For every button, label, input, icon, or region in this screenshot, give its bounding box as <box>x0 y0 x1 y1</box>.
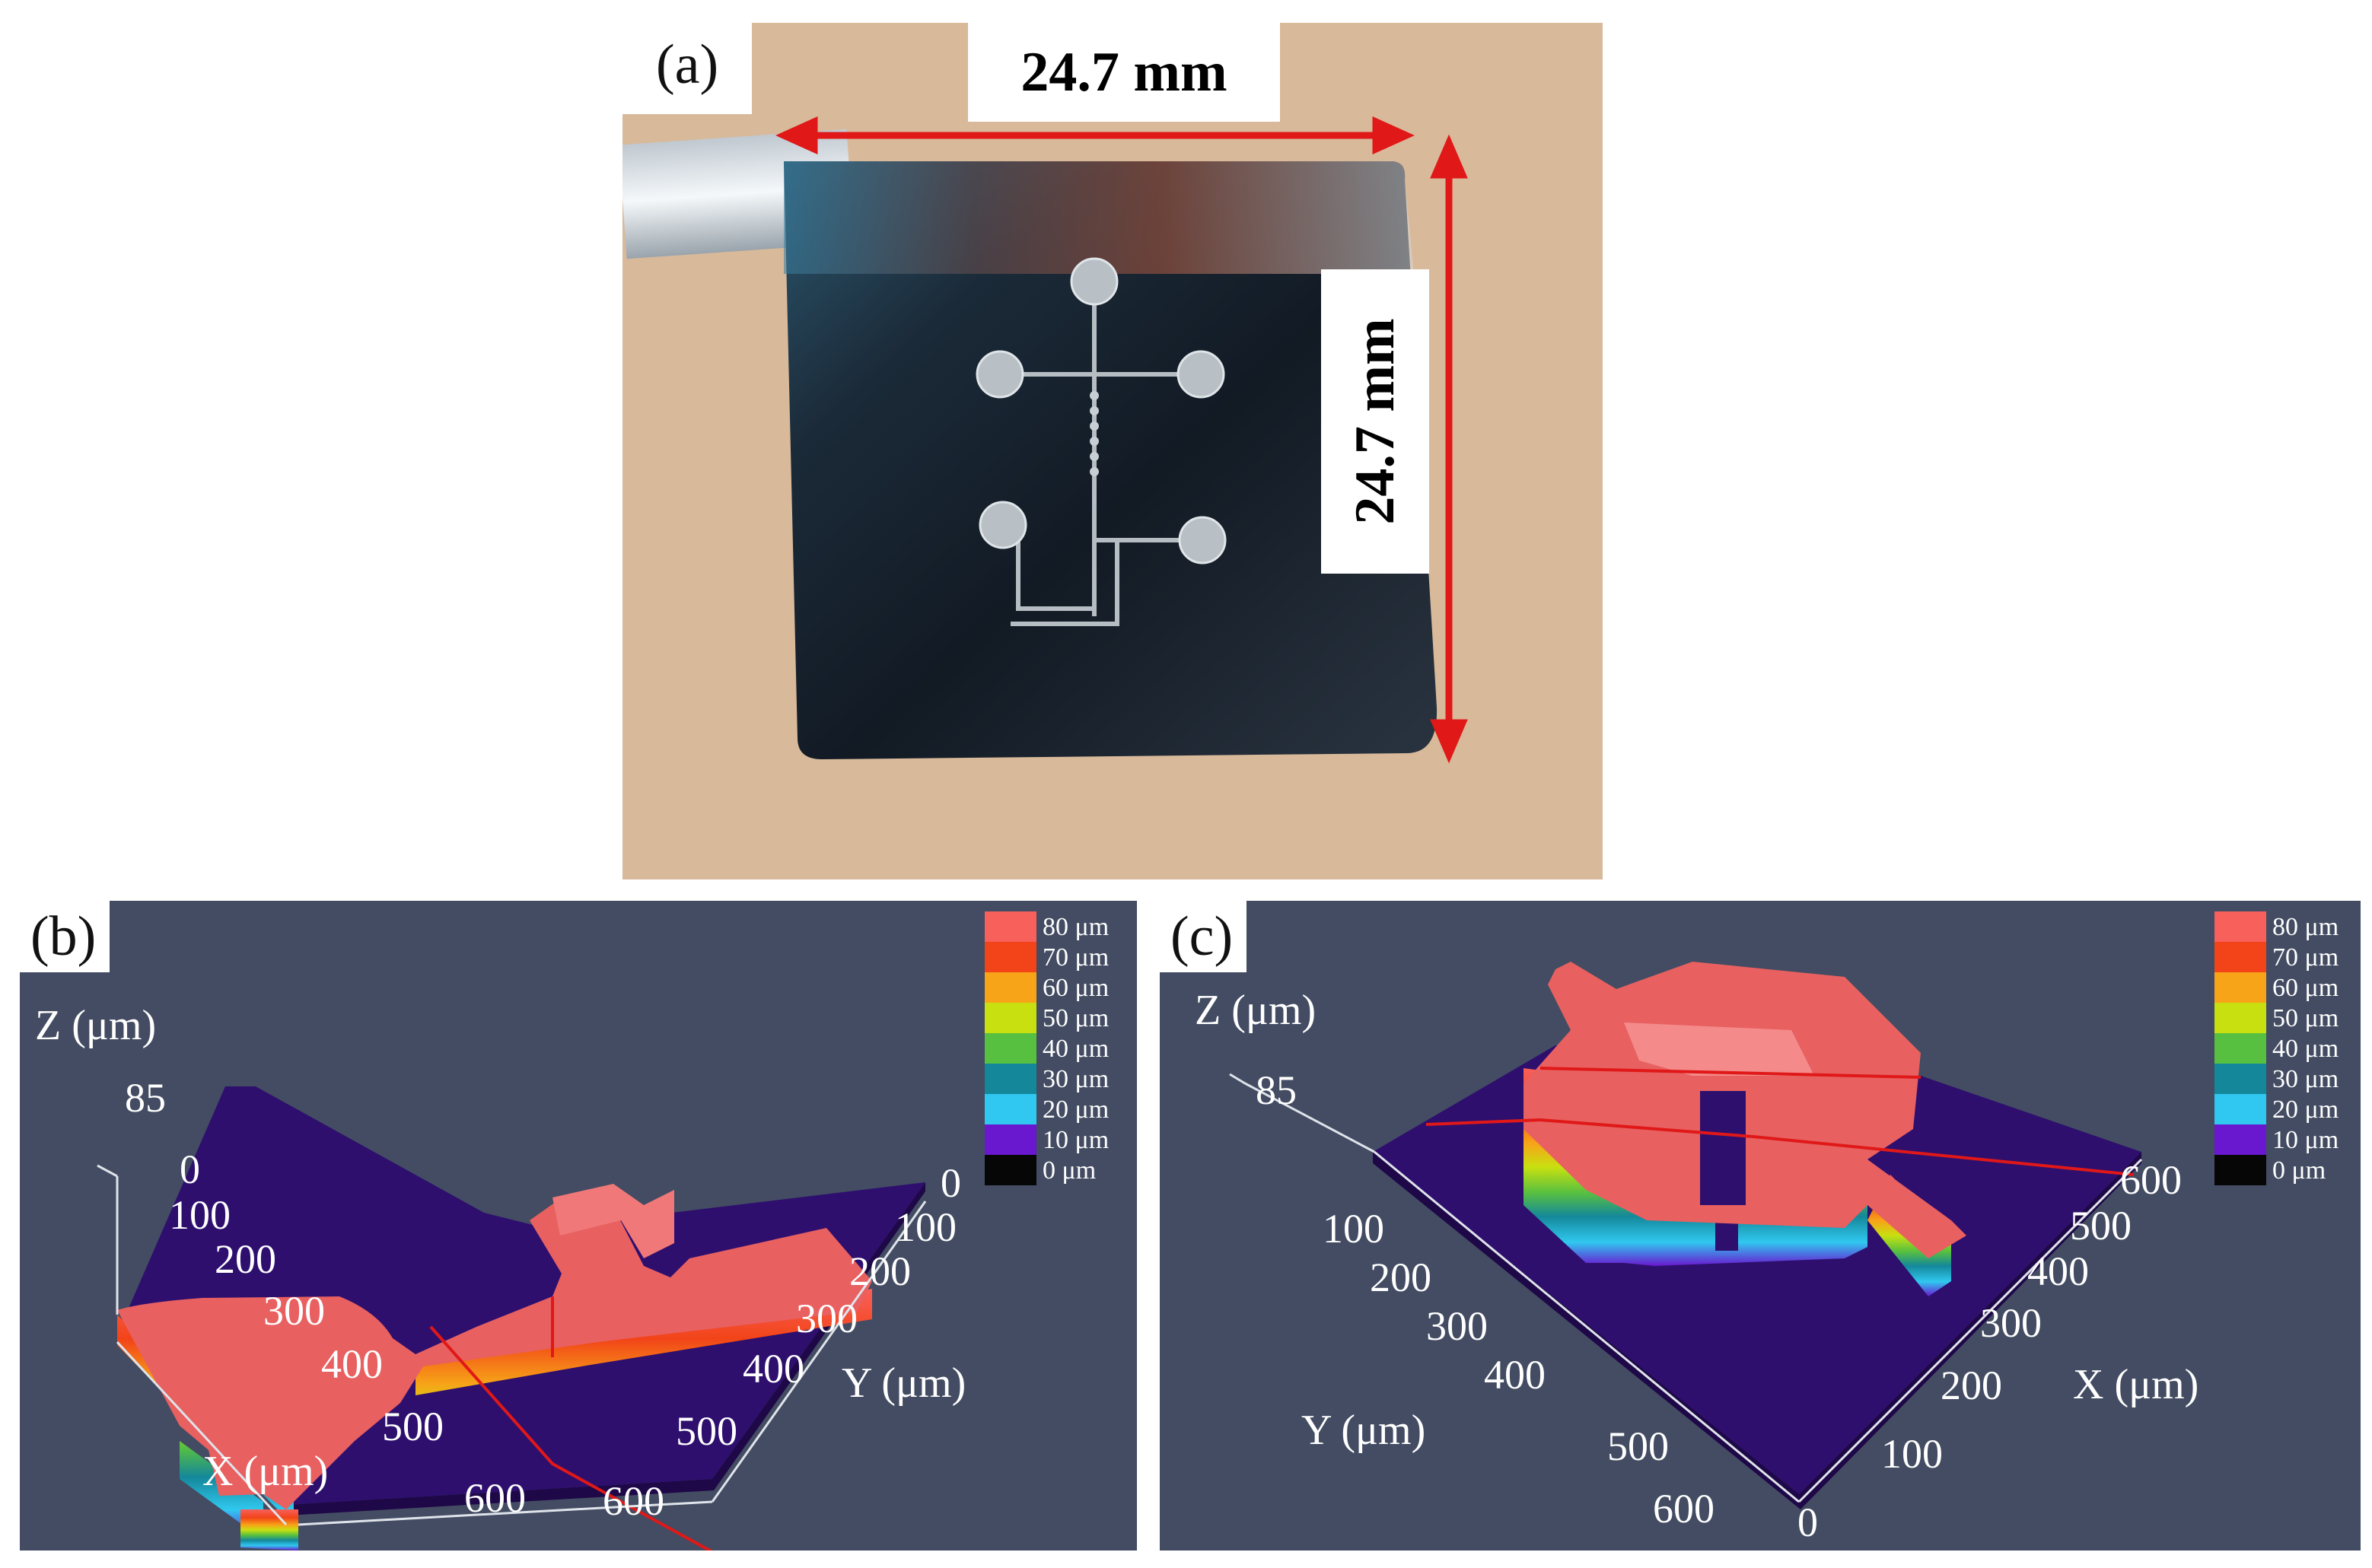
y-tick-b: 300 <box>796 1296 858 1341</box>
x-tick-c: 400 <box>2027 1248 2089 1294</box>
y-tick-c: 500 <box>1607 1423 1669 1469</box>
surface-plot-b <box>97 1086 927 1551</box>
x-axis-label-c: X (μm) <box>2073 1361 2199 1408</box>
y-tick-c: 400 <box>1484 1352 1546 1398</box>
y-tick-c: 200 <box>1370 1255 1431 1300</box>
y-tick-b: 500 <box>676 1408 737 1454</box>
y-tick-b: 400 <box>743 1346 804 1391</box>
z-axis-label-b: Z (μm) <box>35 1002 157 1049</box>
y-tick-b: 200 <box>849 1248 911 1294</box>
x-tick-c: 600 <box>2120 1157 2182 1203</box>
structure-top-b <box>117 1202 872 1509</box>
z-tick-b: 85 <box>125 1075 166 1121</box>
x-tick-b: 300 <box>263 1288 325 1334</box>
x-tick-c: 100 <box>1881 1431 1943 1477</box>
z-axis-label-c: Z (μm) <box>1195 987 1317 1034</box>
panel-label-c: (c) <box>1160 901 1247 972</box>
z-tick-b: 0 <box>180 1147 200 1192</box>
device-photo <box>622 23 1603 879</box>
metal-plate <box>784 161 1438 759</box>
y-tick-b: 100 <box>895 1204 957 1250</box>
panel-label-b: (b) <box>20 901 110 972</box>
height-dimension-label: 24.7 mm <box>1321 269 1429 574</box>
x-tick-b: 400 <box>321 1341 383 1387</box>
panel-label-a: (a) <box>622 23 753 114</box>
y-tick-b: 0 <box>941 1160 961 1206</box>
x-tick-b: 500 <box>382 1404 444 1449</box>
x-axis-label-b: X (μm) <box>202 1448 329 1495</box>
y-axis-label-b: Y (μm) <box>842 1360 966 1407</box>
x-tick-b: 100 <box>169 1192 231 1238</box>
y-tick-b: 600 <box>603 1478 664 1524</box>
x-tick-b: 200 <box>215 1236 276 1282</box>
y-tick-c: 600 <box>1653 1486 1715 1531</box>
width-dimension-label: 24.7 mm <box>968 23 1280 122</box>
cross-section-line-c <box>1425 1067 2135 1176</box>
x-tick-c: 0 <box>1797 1500 1818 1545</box>
y-axis-label-c: Y (μm) <box>1301 1407 1426 1454</box>
x-tick-c: 300 <box>1980 1300 2042 1346</box>
y-tick-c: 100 <box>1323 1206 1384 1252</box>
reservoir-pads <box>976 257 1227 565</box>
axis-lines-c <box>1229 1073 2143 1503</box>
dimension-arrows <box>775 116 1468 764</box>
y-tick-c: 300 <box>1426 1303 1488 1349</box>
photo-panel: (a) 24.7 mm 24.7 mm <box>622 23 1603 879</box>
x-tick-c: 500 <box>2070 1203 2132 1248</box>
z-tick-c: 85 <box>1256 1067 1297 1113</box>
axis-lines-b <box>97 1164 927 1526</box>
cross-section-line-b <box>429 1296 713 1551</box>
profile-panel-b: (b) Z (μm) 85 0 100 200 300 400 500 600 … <box>20 901 1137 1551</box>
profile-panel-c: (c) Z (μm) 85 100 200 300 400 500 600 Y … <box>1160 901 2361 1551</box>
x-tick-c: 200 <box>1941 1363 2002 1408</box>
x-tick-b: 600 <box>464 1475 526 1521</box>
mixing-chambers <box>1090 391 1099 476</box>
surface-plot-c <box>1229 962 2143 1509</box>
